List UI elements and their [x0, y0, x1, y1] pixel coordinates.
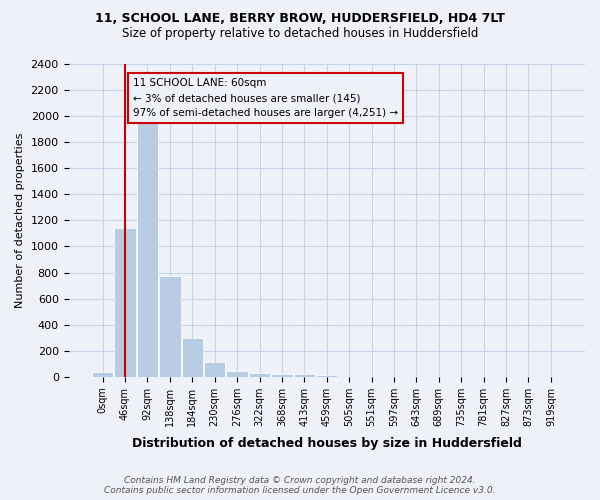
- Bar: [316, 375, 337, 377]
- Bar: [137, 122, 158, 377]
- Bar: [226, 371, 248, 377]
- Bar: [159, 276, 181, 377]
- X-axis label: Distribution of detached houses by size in Huddersfield: Distribution of detached houses by size …: [132, 437, 522, 450]
- Text: 11, SCHOOL LANE, BERRY BROW, HUDDERSFIELD, HD4 7LT: 11, SCHOOL LANE, BERRY BROW, HUDDERSFIEL…: [95, 12, 505, 26]
- Bar: [271, 374, 293, 377]
- Bar: [249, 373, 270, 377]
- Bar: [182, 338, 203, 377]
- Text: 11 SCHOOL LANE: 60sqm
← 3% of detached houses are smaller (145)
97% of semi-deta: 11 SCHOOL LANE: 60sqm ← 3% of detached h…: [133, 78, 398, 118]
- Bar: [92, 372, 113, 377]
- Bar: [115, 228, 136, 377]
- Text: Size of property relative to detached houses in Huddersfield: Size of property relative to detached ho…: [122, 28, 478, 40]
- Y-axis label: Number of detached properties: Number of detached properties: [15, 132, 25, 308]
- Bar: [294, 374, 315, 377]
- Text: Contains HM Land Registry data © Crown copyright and database right 2024.
Contai: Contains HM Land Registry data © Crown c…: [104, 476, 496, 495]
- Bar: [204, 362, 226, 377]
